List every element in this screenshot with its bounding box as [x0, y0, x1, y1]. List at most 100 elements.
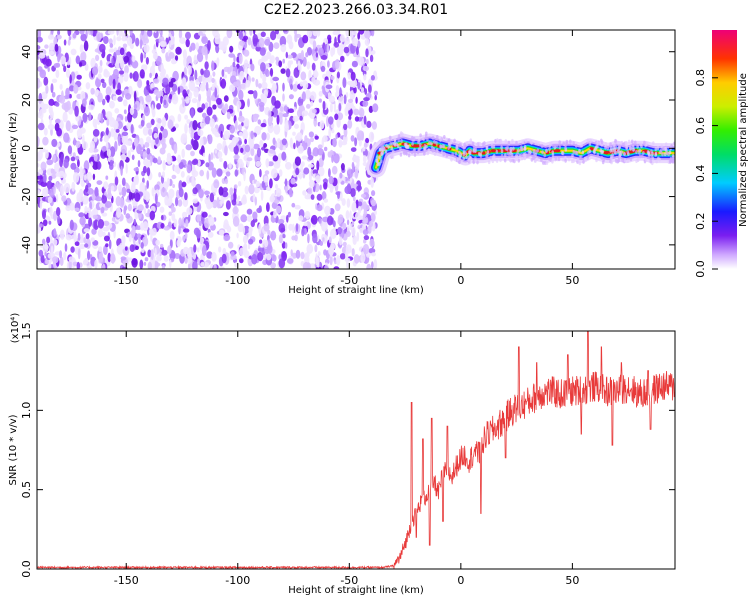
- trace-halo-speck: [483, 141, 486, 146]
- colorbar-tick-label: 0.6: [694, 117, 707, 135]
- noise-speck: [142, 151, 146, 161]
- noise-speck: [254, 125, 261, 136]
- noise-speck: [207, 231, 214, 238]
- trace-peak: [553, 149, 561, 153]
- noise-speck: [286, 258, 294, 264]
- trace-halo-speck: [396, 144, 400, 149]
- noise-speck: [239, 40, 245, 46]
- noise-speck: [139, 38, 143, 50]
- noise-speck: [127, 150, 131, 159]
- colorbar-tick-label: 0.2: [694, 212, 707, 230]
- noise-speck: [81, 233, 84, 242]
- noise-speck: [46, 159, 54, 166]
- noise-speck: [168, 81, 174, 88]
- noise-speck: [301, 80, 309, 90]
- noise-speck: [84, 205, 88, 215]
- noise-speck: [210, 152, 214, 161]
- noise-speck: [200, 261, 205, 267]
- noise-speck: [314, 135, 319, 140]
- noise-speck: [238, 31, 244, 40]
- noise-speck: [352, 196, 356, 202]
- noise-speck: [87, 250, 91, 261]
- noise-speck: [64, 243, 68, 252]
- noise-speck: [284, 242, 288, 249]
- noise-speck: [268, 149, 276, 154]
- trace-halo-speck: [610, 160, 613, 165]
- noise-speck: [102, 81, 107, 89]
- noise-speck: [115, 49, 121, 56]
- noise-speck: [229, 124, 235, 134]
- noise-speck: [369, 54, 374, 63]
- noise-speck: [181, 211, 188, 219]
- noise-speck: [269, 195, 276, 203]
- noise-speck: [295, 223, 299, 232]
- noise-speck: [259, 47, 266, 56]
- noise-speck: [192, 260, 198, 269]
- noise-speck: [231, 136, 237, 148]
- noise-speck: [344, 37, 350, 45]
- noise-speck: [246, 215, 253, 222]
- trace-halo-speck: [416, 150, 420, 155]
- noise-speck: [112, 95, 117, 102]
- noise-speck: [355, 199, 359, 209]
- colorbar-tick-label: 0.4: [694, 165, 707, 183]
- noise-speck: [159, 206, 165, 213]
- noise-speck: [332, 137, 337, 148]
- noise-speck: [94, 186, 99, 197]
- trace-halo-speck: [631, 145, 635, 150]
- noise-speck: [294, 156, 301, 166]
- noise-speck: [77, 159, 80, 168]
- noise-speck: [46, 236, 51, 244]
- trace-halo-speck: [486, 150, 490, 155]
- noise-speck: [99, 202, 106, 209]
- noise-speck: [335, 133, 338, 140]
- noise-speck: [193, 227, 200, 236]
- trace-halo-speck: [404, 150, 408, 155]
- noise-speck: [80, 33, 87, 42]
- trace-halo-speck: [425, 131, 428, 136]
- trace-halo-speck: [473, 148, 477, 153]
- trace-halo-speck: [586, 138, 590, 143]
- noise-speck: [184, 114, 189, 120]
- noise-speck: [114, 108, 120, 114]
- noise-speck: [165, 84, 171, 95]
- trace-halo-speck: [511, 158, 515, 163]
- trace-halo-speck: [392, 149, 395, 154]
- noise-speck: [133, 137, 139, 147]
- noise-speck: [310, 100, 314, 107]
- noise-speck: [224, 178, 229, 185]
- trace-halo-speck: [569, 139, 572, 144]
- noise-speck: [358, 201, 363, 207]
- trace-halo-speck: [540, 158, 543, 162]
- noise-speck: [258, 205, 262, 213]
- noise-speck: [50, 83, 54, 94]
- noise-speck: [128, 233, 132, 243]
- noise-speck: [120, 144, 127, 155]
- noise-speck: [162, 171, 165, 178]
- noise-speck: [233, 154, 240, 160]
- noise-speck: [278, 254, 282, 261]
- noise-speck: [341, 198, 346, 206]
- trace-halo-speck: [665, 151, 669, 156]
- noise-speck: [191, 170, 199, 178]
- trace-halo-speck: [658, 157, 661, 162]
- trace-halo-speck: [469, 138, 473, 143]
- noise-speck: [199, 169, 204, 177]
- noise-speck: [357, 32, 361, 40]
- trace-halo-speck: [503, 158, 507, 163]
- noise-speck: [358, 30, 365, 35]
- noise-speck: [373, 259, 378, 269]
- trace-halo-speck: [621, 142, 625, 147]
- noise-speck: [79, 216, 86, 226]
- trace-halo-speck: [450, 157, 453, 162]
- trace-halo-speck: [491, 159, 495, 164]
- noise-speck: [51, 138, 58, 148]
- trace-halo-speck: [431, 148, 435, 153]
- noise-speck: [253, 113, 260, 119]
- noise-speck: [301, 228, 305, 237]
- noise-speck: [245, 80, 251, 88]
- noise-speck: [237, 104, 240, 113]
- noise-speck: [331, 165, 338, 175]
- noise-speck: [147, 249, 152, 258]
- noise-speck: [364, 30, 371, 39]
